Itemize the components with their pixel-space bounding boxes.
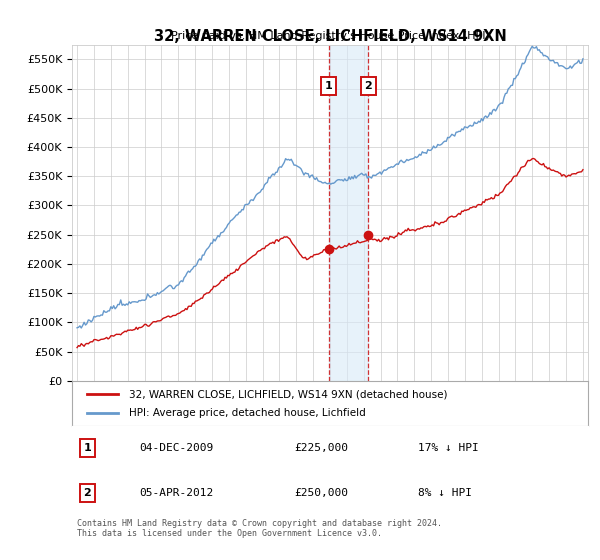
Text: HPI: Average price, detached house, Lichfield: HPI: Average price, detached house, Lich… [129, 408, 365, 418]
Text: 1: 1 [83, 443, 91, 453]
Text: 2: 2 [83, 488, 91, 498]
Text: 2: 2 [364, 81, 372, 91]
Title: 32, WARREN CLOSE, LICHFIELD, WS14 9XN: 32, WARREN CLOSE, LICHFIELD, WS14 9XN [154, 29, 506, 44]
Text: Contains HM Land Registry data © Crown copyright and database right 2024.
This d: Contains HM Land Registry data © Crown c… [77, 519, 442, 538]
Text: Price paid vs. HM Land Registry's House Price Index (HPI): Price paid vs. HM Land Registry's House … [170, 31, 490, 41]
Text: 04-DEC-2009: 04-DEC-2009 [139, 443, 214, 453]
Text: 32, WARREN CLOSE, LICHFIELD, WS14 9XN (detached house): 32, WARREN CLOSE, LICHFIELD, WS14 9XN (d… [129, 389, 447, 399]
Text: 8% ↓ HPI: 8% ↓ HPI [418, 488, 472, 498]
Text: 17% ↓ HPI: 17% ↓ HPI [418, 443, 478, 453]
Text: £250,000: £250,000 [294, 488, 348, 498]
Text: 05-APR-2012: 05-APR-2012 [139, 488, 214, 498]
Text: 1: 1 [325, 81, 332, 91]
Text: £225,000: £225,000 [294, 443, 348, 453]
